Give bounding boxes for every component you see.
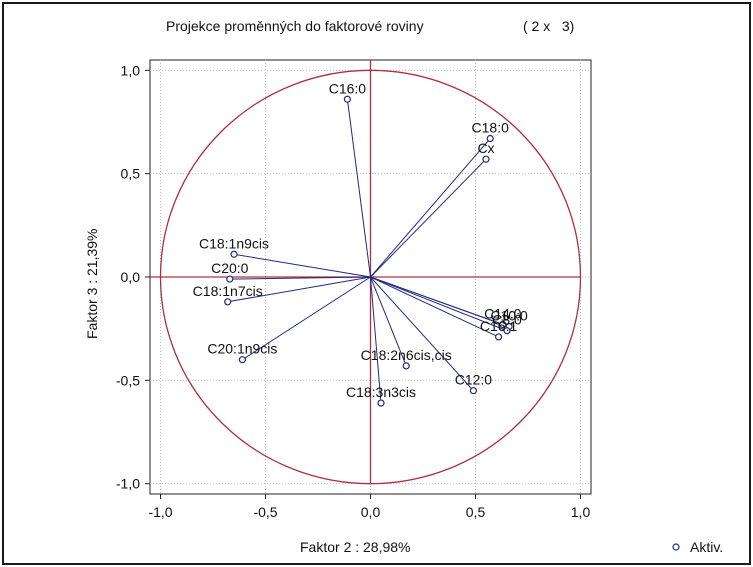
data-point xyxy=(469,387,477,395)
data-point xyxy=(486,134,494,143)
legend-label: Aktiv. xyxy=(690,539,723,555)
vector-line xyxy=(233,253,371,278)
x-tick-label: 0,5 xyxy=(466,504,486,520)
vector-line xyxy=(370,158,487,278)
vector-line xyxy=(370,276,508,332)
data-point xyxy=(226,275,234,283)
data-point xyxy=(377,399,385,407)
data-point xyxy=(482,155,490,163)
y-tick-label: 0,0 xyxy=(121,269,141,285)
point-label: C18:2n6cis,cis xyxy=(361,347,452,363)
legend-marker-icon xyxy=(672,543,680,551)
label-layer: C16:0 C18:0 Cx C18:1n9cis C20:0 C18:1n7cis C20… xyxy=(193,80,528,400)
data-point xyxy=(224,298,232,306)
x-tick-label: -0,5 xyxy=(253,504,277,520)
vector-line xyxy=(370,276,510,328)
tick-layer: -1,0 -0,5 0,0 0,5 1,0 1,0 0,5 0,0 -0,5 -1,0 xyxy=(116,62,591,520)
point-label: C8:0 xyxy=(492,312,522,328)
y-tick-label: 1,0 xyxy=(121,62,141,78)
point-label: C20:0 xyxy=(211,260,249,276)
point-label: C18:3n3cis xyxy=(346,384,416,400)
vector-line xyxy=(346,99,371,278)
vector-line xyxy=(370,276,382,404)
point-label: C20:1n9cis xyxy=(207,341,277,357)
point-label: C14:0 xyxy=(484,306,522,322)
vector-line xyxy=(229,276,371,280)
vector-line xyxy=(227,276,371,303)
point-label: C10:0 xyxy=(490,308,528,324)
x-tick-label: 1,0 xyxy=(571,504,591,520)
point-label: C18:1n9cis xyxy=(199,235,269,251)
vector-line xyxy=(370,138,491,278)
chart-subtitle: ( 2 x 3) xyxy=(523,18,574,34)
data-point xyxy=(495,333,503,341)
point-label: C18:0 xyxy=(472,120,510,136)
data-point xyxy=(238,356,246,364)
data-point xyxy=(503,327,511,335)
point-label: C16:1 xyxy=(480,318,518,334)
point-label: C16:0 xyxy=(329,80,367,96)
x-axis-label: Faktor 2 : 28,98% xyxy=(300,539,411,555)
vector-line xyxy=(370,276,407,367)
y-tick-label: -1,0 xyxy=(116,476,140,492)
chart-title: Projekce proměnných do faktorové roviny xyxy=(166,18,424,34)
vector-line xyxy=(370,276,499,338)
point-label: C18:1n7cis xyxy=(193,283,263,299)
point-layer xyxy=(224,95,513,407)
data-point xyxy=(402,362,410,370)
data-point xyxy=(230,250,238,258)
x-tick-label: 0,0 xyxy=(361,504,381,520)
vector-line xyxy=(242,276,371,361)
point-label: Cx xyxy=(477,140,494,156)
y-axis-label: Faktor 3 : 21,39% xyxy=(84,228,100,339)
data-point xyxy=(499,320,507,329)
y-tick-label: -0,5 xyxy=(116,372,140,388)
x-tick-label: -1,0 xyxy=(148,504,172,520)
chart-canvas: Projekce proměnných do faktorové roviny … xyxy=(84,18,723,555)
y-tick-label: 0,5 xyxy=(121,166,141,182)
point-label: C12:0 xyxy=(455,372,493,388)
data-point xyxy=(343,95,351,103)
vector-line xyxy=(370,276,474,392)
vector-layer xyxy=(227,99,510,404)
legend: Aktiv. xyxy=(672,539,723,555)
